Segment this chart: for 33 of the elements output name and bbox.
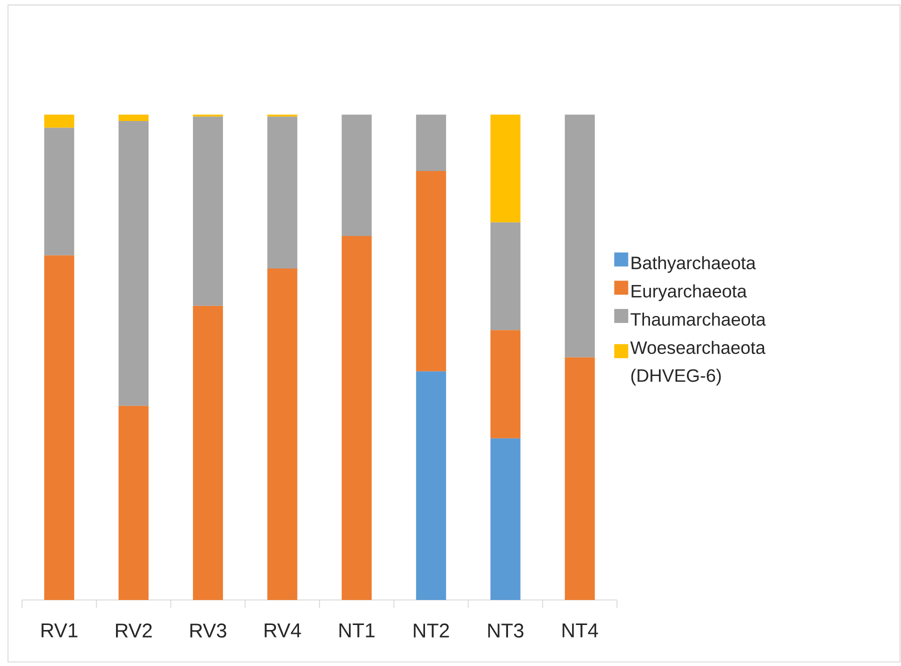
bar bbox=[490, 438, 520, 600]
legend-label: Bathyarchaeota bbox=[632, 256, 756, 273]
x-tick-label: NT4 bbox=[562, 624, 598, 638]
bar bbox=[490, 330, 520, 438]
bar bbox=[44, 255, 74, 600]
bar bbox=[564, 114, 595, 358]
bar bbox=[490, 114, 520, 222]
bar bbox=[267, 268, 298, 600]
legend-label: Euryarchaeota bbox=[632, 284, 747, 302]
bar bbox=[118, 120, 149, 406]
x-tick-label: RV1 bbox=[42, 624, 78, 638]
x-tick-label: RV4 bbox=[264, 624, 301, 638]
bar bbox=[118, 406, 149, 600]
bar bbox=[192, 116, 223, 306]
bar bbox=[564, 357, 595, 600]
bar bbox=[44, 114, 74, 128]
bar bbox=[342, 236, 372, 600]
bar bbox=[118, 114, 149, 121]
bar bbox=[490, 222, 520, 330]
legend-label: Thaumarchaeota bbox=[630, 312, 766, 326]
legend-label: Woesearchaeota (DHVEG-6) bbox=[630, 340, 766, 386]
x-tick-label: NT1 bbox=[340, 624, 375, 638]
x-tick-label: NT3 bbox=[488, 624, 524, 638]
bar bbox=[267, 116, 298, 269]
x-tick-label: RV3 bbox=[190, 624, 226, 638]
bar bbox=[44, 128, 74, 256]
x-tick-label: NT2 bbox=[414, 624, 449, 638]
bar bbox=[416, 371, 446, 600]
bar bbox=[342, 114, 372, 236]
bar bbox=[192, 306, 223, 600]
bar bbox=[416, 170, 446, 372]
x-tick-label: RV2 bbox=[116, 624, 152, 638]
bar bbox=[416, 114, 446, 171]
